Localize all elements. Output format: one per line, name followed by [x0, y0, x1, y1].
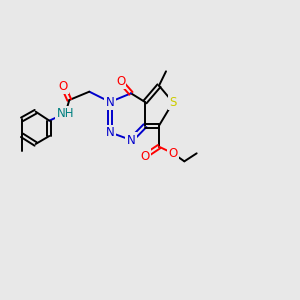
Text: N: N	[127, 134, 135, 146]
Text: O: O	[140, 149, 150, 163]
Text: N: N	[106, 95, 114, 109]
Text: NH: NH	[57, 107, 74, 120]
Text: O: O	[59, 80, 68, 93]
Text: N: N	[106, 126, 114, 139]
Text: S: S	[169, 96, 177, 109]
Text: O: O	[168, 147, 178, 160]
Text: O: O	[116, 75, 125, 88]
